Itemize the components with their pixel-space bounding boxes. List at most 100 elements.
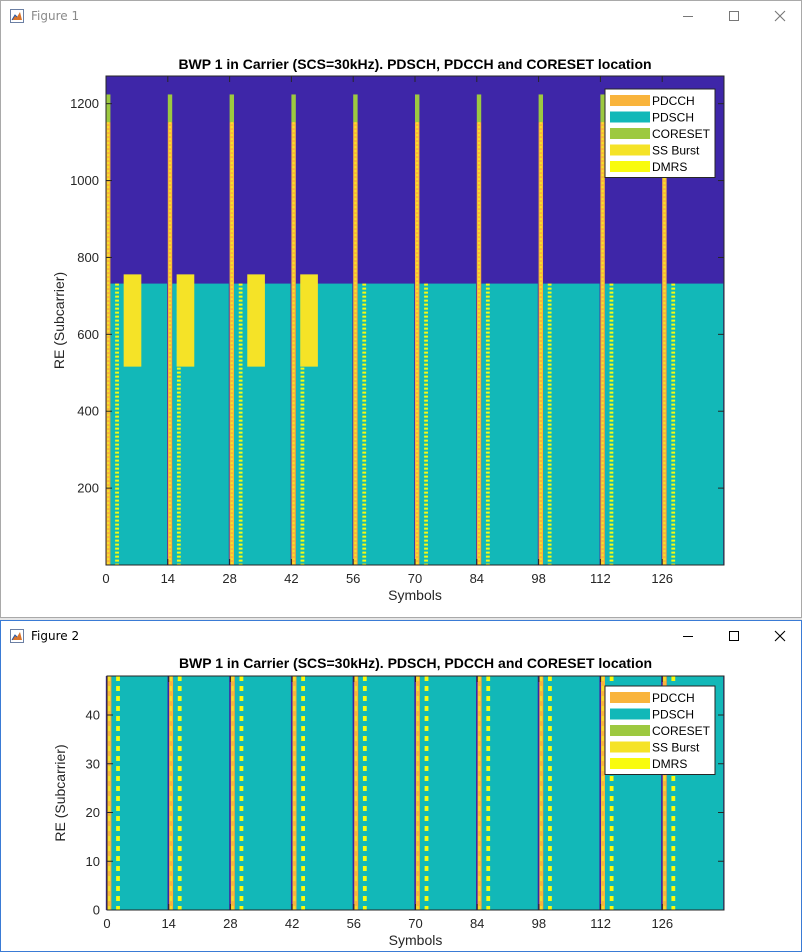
- slot-4: [352, 676, 415, 910]
- x-tick-label: 42: [285, 916, 299, 931]
- y-tick-label: 30: [86, 756, 100, 771]
- x-axis-label: Symbols: [388, 587, 442, 603]
- maximize-button[interactable]: [711, 1, 757, 31]
- x-tick-label: 0: [102, 571, 109, 586]
- coreset-region: [291, 94, 296, 123]
- legend-swatch: [610, 161, 650, 172]
- window-title: Figure 2: [31, 629, 80, 643]
- slot-4: [353, 94, 415, 565]
- slot-8: [600, 94, 662, 565]
- ss-burst-block: [247, 274, 265, 367]
- pdcch-base: [353, 676, 359, 910]
- maximize-icon: [729, 11, 739, 21]
- dmrs-symbol: [300, 676, 306, 910]
- legend-item: PDSCH: [610, 708, 694, 722]
- pdsch-region: [604, 283, 662, 565]
- y-axis-label: RE (Subcarrier): [51, 272, 67, 369]
- legend-item: CORESET: [610, 127, 711, 141]
- dmrs-symbol: [609, 283, 614, 565]
- dmrs-symbol: [547, 283, 552, 565]
- pdcch-symbol: [415, 676, 420, 910]
- pdcch-base: [168, 676, 174, 910]
- x-tick-label: 112: [590, 571, 611, 586]
- x-tick-label: 28: [222, 571, 236, 586]
- x-tick-label: 98: [532, 916, 546, 931]
- ss-burst-block: [123, 274, 142, 367]
- slot-gap: [167, 676, 170, 910]
- slot-6: [476, 676, 539, 910]
- slot-1: [167, 94, 229, 565]
- pdsch-region: [481, 676, 539, 910]
- legend-label: PDSCH: [652, 708, 694, 722]
- pdcch-base: [292, 676, 297, 910]
- pdsch-region: [481, 283, 538, 565]
- pdsch-region: [111, 676, 168, 910]
- legend: PDCCH PDSCH CORESET SS Burst DMRS: [604, 685, 716, 775]
- dmrs-base: [362, 676, 368, 910]
- dmrs-symbol: [362, 283, 367, 565]
- dmrs-base: [239, 676, 244, 910]
- window-title: Figure 1: [31, 9, 80, 23]
- y-tick-label: 400: [77, 404, 99, 419]
- dmrs-symbol: [486, 676, 491, 910]
- ss-burst-block: [176, 274, 195, 367]
- matlab-figure-icon: [10, 9, 24, 23]
- coreset-region: [353, 94, 358, 123]
- legend-label: CORESET: [652, 127, 711, 141]
- legend-label: SS Burst: [652, 144, 700, 158]
- minimize-button[interactable]: [665, 1, 711, 31]
- pdsch-region: [419, 283, 476, 565]
- dmrs-symbol: [238, 283, 243, 565]
- legend-item: SS Burst: [610, 144, 700, 158]
- minimize-button[interactable]: [665, 621, 711, 651]
- dmrs-base: [424, 676, 429, 910]
- y-tick-label: 40: [86, 708, 100, 723]
- y-tick-label: 0: [93, 903, 100, 918]
- y-tick-label: 1200: [70, 96, 99, 111]
- pdcch-symbol: [168, 676, 174, 910]
- coreset-region: [229, 94, 235, 123]
- legend-label: PDSCH: [652, 111, 694, 125]
- x-tick-label: 28: [223, 916, 237, 931]
- dmrs-symbol: [300, 283, 305, 565]
- pdcch-symbol: [106, 122, 111, 565]
- y-tick-label: 10: [86, 854, 100, 869]
- close-button[interactable]: [757, 1, 802, 31]
- pdsch-region: [173, 676, 230, 910]
- legend-item: PDCCH: [610, 94, 695, 108]
- slot-gap: [352, 676, 355, 910]
- slot-9: [662, 94, 724, 565]
- title-bar[interactable]: Figure 2: [1, 621, 801, 651]
- pdsch-region: [543, 676, 600, 910]
- pdcch-symbol: [662, 676, 667, 910]
- legend-label: CORESET: [652, 724, 711, 738]
- pdcch-base: [538, 676, 544, 910]
- x-axis-label: Symbols: [389, 932, 443, 948]
- pdcch-symbol: [292, 676, 297, 910]
- x-tick-label: 56: [346, 571, 360, 586]
- legend-label: DMRS: [652, 757, 687, 771]
- pdsch-region: [543, 283, 600, 565]
- slot-1: [167, 676, 230, 910]
- legend-swatch: [610, 725, 650, 736]
- pdcch-symbol: [353, 122, 358, 565]
- maximize-button[interactable]: [711, 621, 757, 651]
- coreset-region: [538, 94, 544, 123]
- dmrs-symbol: [609, 676, 614, 910]
- dmrs-symbol: [362, 676, 368, 910]
- pdcch-symbol: [477, 676, 482, 910]
- pdcch-symbol: [538, 676, 544, 910]
- title-bar[interactable]: Figure 1: [1, 1, 801, 31]
- figure-1-window: Figure 1 BWP 1 in Carrier (SCS=30kHz). P…: [0, 0, 802, 618]
- close-button[interactable]: [757, 621, 802, 651]
- pdsch-region: [357, 283, 415, 565]
- ss-burst-block: [300, 274, 318, 367]
- pdcch-symbol: [476, 122, 482, 565]
- close-icon: [774, 10, 786, 22]
- figure-2-window: Figure 2 BWP 1 in Carrier (SCS=30kHz). P…: [0, 620, 802, 952]
- x-tick-label: 84: [470, 571, 484, 586]
- slot-5: [415, 94, 476, 565]
- pdcch-base: [107, 676, 112, 910]
- legend-label: DMRS: [652, 160, 687, 174]
- pdcch-base: [477, 676, 482, 910]
